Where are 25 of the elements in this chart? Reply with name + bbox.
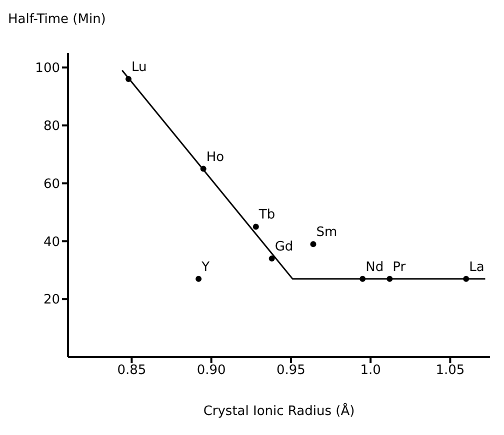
annotation: Y <box>200 260 210 275</box>
annotation: Lu <box>132 60 147 76</box>
annotation: Tb <box>258 208 276 223</box>
y-tick-label: 20 <box>43 292 60 308</box>
y-axis-title: Half-Time (Min) <box>8 12 106 27</box>
annotation: Ho <box>206 150 224 165</box>
y-tick-label: 100 <box>35 61 60 76</box>
y-tick-label: 80 <box>43 118 60 134</box>
annotation: Sm <box>316 225 338 240</box>
x-tick-label: 0.90 <box>196 363 226 378</box>
annotation: Pr <box>392 260 406 275</box>
point <box>268 256 275 262</box>
x-tick-label: 0.95 <box>276 363 306 378</box>
annotation: La <box>469 260 484 275</box>
annotation: Nd <box>366 260 384 275</box>
x-tick-label: 1.05 <box>436 363 465 378</box>
x-tick-label: 0.85 <box>117 363 146 378</box>
y-tick-label: 60 <box>43 176 60 192</box>
point <box>310 241 316 248</box>
point <box>196 276 202 282</box>
x-tick-label: 1.0 <box>360 363 381 378</box>
annotation: Gd <box>274 240 294 255</box>
y-tick-label: 40 <box>43 234 60 250</box>
point <box>252 224 259 230</box>
x-axis-title: Crystal Ionic Radius (Å) <box>203 402 355 419</box>
